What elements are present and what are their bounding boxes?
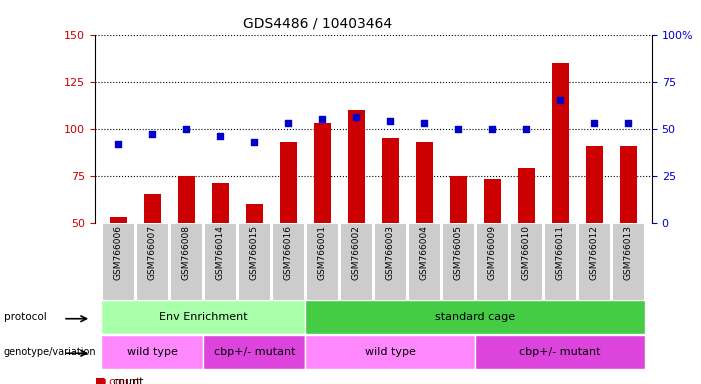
Text: standard cage: standard cage	[435, 312, 515, 322]
Bar	[518, 168, 535, 223]
Text: GSM766006: GSM766006	[114, 225, 123, 280]
Point	[215, 133, 226, 139]
FancyBboxPatch shape	[306, 335, 475, 369]
Bar	[585, 146, 603, 223]
FancyBboxPatch shape	[306, 300, 645, 334]
Text: protocol: protocol	[4, 312, 46, 322]
Text: GSM766001: GSM766001	[318, 225, 327, 280]
FancyBboxPatch shape	[102, 300, 306, 334]
Point	[418, 120, 430, 126]
Text: wild type: wild type	[365, 347, 416, 357]
Bar	[246, 204, 263, 223]
Point	[350, 114, 362, 121]
FancyBboxPatch shape	[102, 223, 135, 300]
Point	[249, 139, 260, 145]
FancyBboxPatch shape	[238, 223, 271, 300]
Text: GSM766011: GSM766011	[556, 225, 565, 280]
Point	[147, 131, 158, 137]
Bar	[450, 176, 467, 223]
Bar	[178, 176, 195, 223]
Text: GSM766014: GSM766014	[216, 225, 225, 280]
Text: ■ count: ■ count	[95, 377, 140, 384]
Point	[317, 116, 328, 122]
Bar	[280, 142, 297, 223]
FancyBboxPatch shape	[374, 223, 407, 300]
Bar	[314, 123, 331, 223]
Text: Env Enrichment: Env Enrichment	[159, 312, 247, 322]
Text: count: count	[112, 377, 144, 384]
Bar	[416, 142, 433, 223]
Point	[453, 126, 464, 132]
Text: GSM766003: GSM766003	[386, 225, 395, 280]
Bar	[212, 183, 229, 223]
FancyBboxPatch shape	[306, 223, 339, 300]
Bar	[552, 63, 569, 223]
FancyBboxPatch shape	[578, 223, 610, 300]
FancyBboxPatch shape	[203, 335, 306, 369]
Text: GSM766008: GSM766008	[182, 225, 191, 280]
Point	[385, 118, 396, 124]
Point	[521, 126, 532, 132]
Point	[283, 120, 294, 126]
FancyBboxPatch shape	[340, 223, 372, 300]
FancyBboxPatch shape	[442, 223, 474, 300]
FancyBboxPatch shape	[476, 223, 508, 300]
Bar	[382, 138, 399, 223]
Bar	[348, 110, 365, 223]
FancyBboxPatch shape	[273, 223, 304, 300]
Text: GSM766013: GSM766013	[624, 225, 632, 280]
Bar	[144, 195, 161, 223]
Text: GSM766016: GSM766016	[284, 225, 293, 280]
Text: GSM766007: GSM766007	[148, 225, 157, 280]
FancyBboxPatch shape	[475, 335, 645, 369]
Text: genotype/variation: genotype/variation	[4, 347, 96, 357]
Point	[181, 126, 192, 132]
Point	[113, 141, 124, 147]
Text: GSM766015: GSM766015	[250, 225, 259, 280]
Title: GDS4486 / 10403464: GDS4486 / 10403464	[243, 17, 392, 31]
FancyBboxPatch shape	[170, 223, 203, 300]
Text: cbp+/- mutant: cbp+/- mutant	[214, 347, 295, 357]
Point	[589, 120, 600, 126]
FancyBboxPatch shape	[205, 223, 236, 300]
Bar	[110, 217, 127, 223]
Point	[622, 120, 634, 126]
Text: wild type: wild type	[127, 347, 178, 357]
Text: ■: ■	[95, 376, 107, 384]
Text: GSM766009: GSM766009	[488, 225, 497, 280]
Text: GSM766004: GSM766004	[420, 225, 429, 280]
FancyBboxPatch shape	[137, 223, 168, 300]
FancyBboxPatch shape	[544, 223, 576, 300]
Text: cbp+/- mutant: cbp+/- mutant	[519, 347, 601, 357]
Bar	[484, 179, 501, 223]
Text: GSM766012: GSM766012	[590, 225, 599, 280]
FancyBboxPatch shape	[510, 223, 542, 300]
FancyBboxPatch shape	[408, 223, 440, 300]
FancyBboxPatch shape	[612, 223, 644, 300]
Text: GSM766010: GSM766010	[522, 225, 531, 280]
Text: GSM766002: GSM766002	[352, 225, 361, 280]
Point	[554, 98, 566, 104]
Text: GSM766005: GSM766005	[454, 225, 463, 280]
FancyBboxPatch shape	[102, 335, 203, 369]
Bar	[620, 146, 637, 223]
Point	[486, 126, 498, 132]
